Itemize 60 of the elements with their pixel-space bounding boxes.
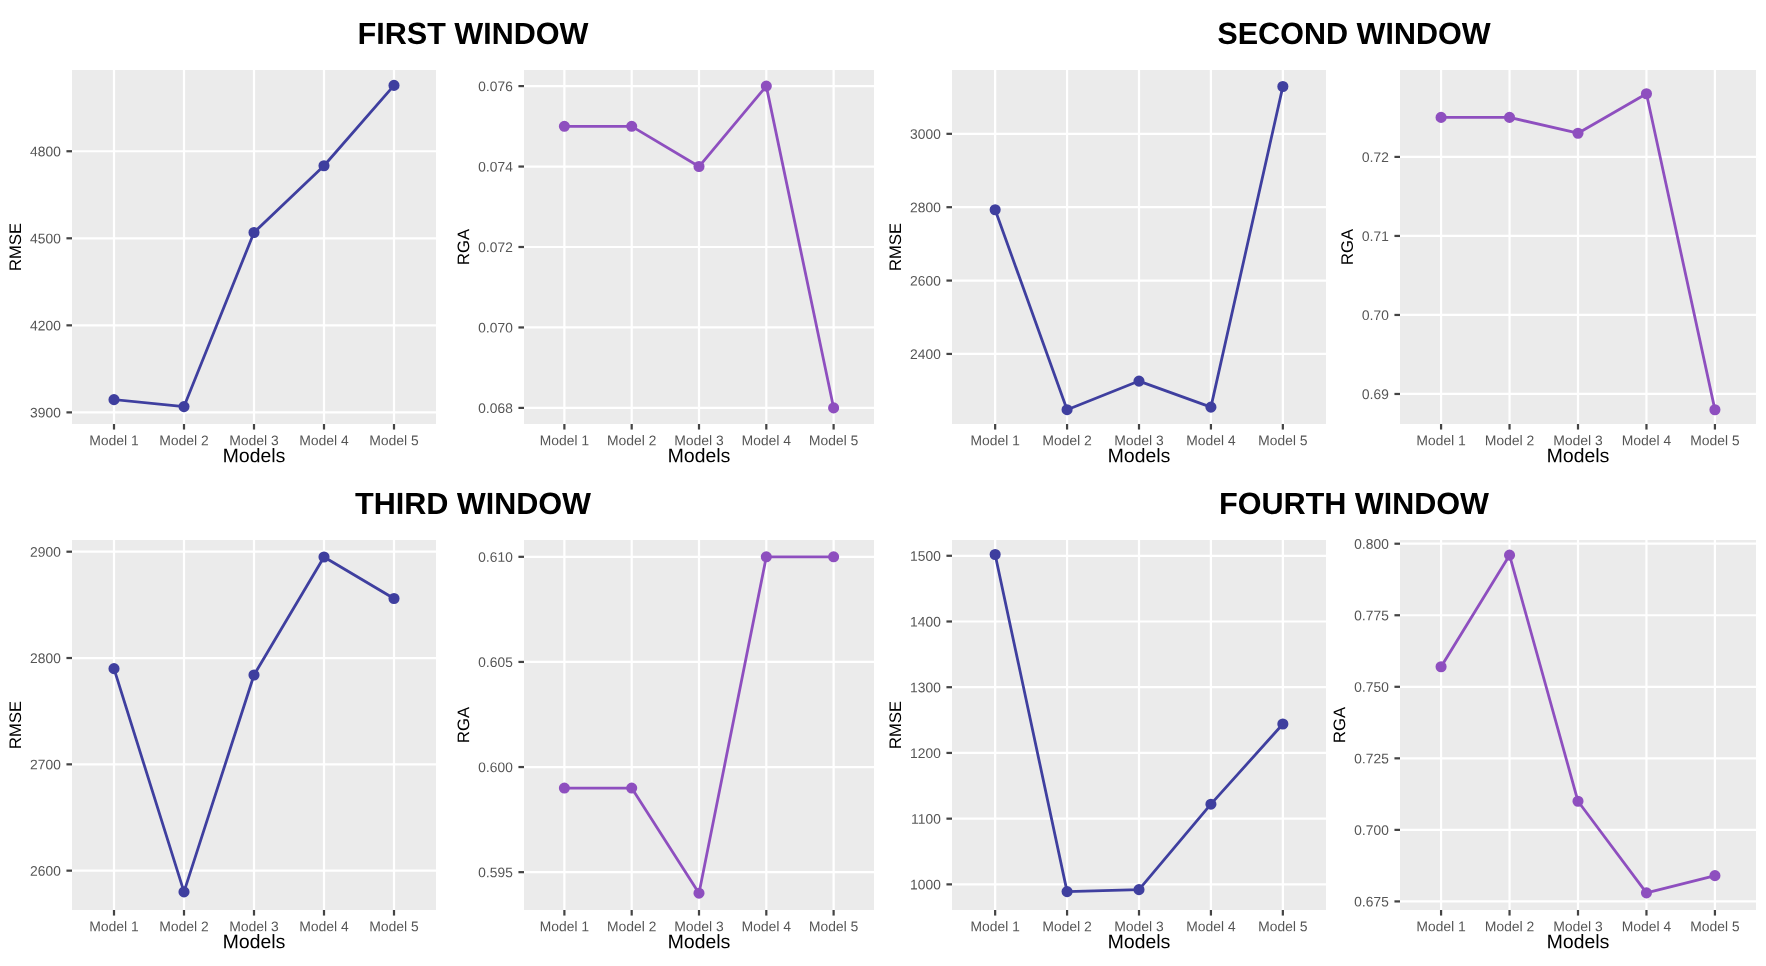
x-axis-title: Models	[1548, 934, 1609, 949]
point	[558, 120, 570, 132]
point	[1503, 111, 1516, 123]
point	[1709, 870, 1721, 882]
point	[1277, 718, 1289, 730]
x-axis-title: Models	[224, 448, 285, 463]
point	[828, 551, 840, 563]
point	[248, 669, 260, 681]
point	[1061, 886, 1073, 898]
point	[318, 551, 330, 563]
point	[388, 79, 400, 91]
point	[318, 160, 330, 172]
point	[1709, 404, 1721, 416]
point	[1205, 401, 1217, 413]
point	[558, 782, 570, 794]
point	[1435, 661, 1447, 673]
point	[1061, 404, 1073, 416]
point	[1572, 127, 1584, 139]
point	[626, 782, 638, 794]
y-axis-title: RGA	[457, 228, 470, 264]
point	[828, 402, 840, 414]
y-axis-title: RMSE	[889, 223, 902, 270]
point	[388, 592, 400, 605]
point	[178, 401, 190, 413]
x-axis-title: Models	[1109, 934, 1170, 949]
point	[1133, 884, 1145, 896]
x-axis-title: Models	[1548, 448, 1609, 463]
point	[693, 887, 705, 899]
point	[1572, 795, 1584, 807]
x-axis-title: Models	[669, 448, 730, 463]
x-axis-title: Models	[669, 934, 730, 949]
point	[760, 80, 772, 92]
point	[760, 551, 772, 563]
point	[1205, 798, 1217, 810]
point	[1640, 887, 1653, 899]
point	[178, 886, 190, 898]
y-axis-title: RMSE	[9, 223, 22, 270]
point	[1640, 88, 1653, 100]
point	[693, 160, 705, 173]
point	[1435, 111, 1447, 123]
y-axis-title: RGA	[457, 706, 470, 742]
x-axis-title: Models	[1109, 448, 1170, 463]
chart-title: FOURTH WINDOW	[1221, 492, 1489, 515]
point	[108, 394, 120, 406]
point	[248, 226, 260, 239]
point	[1503, 549, 1516, 561]
point	[626, 120, 638, 132]
point	[108, 663, 120, 675]
point	[989, 204, 1001, 216]
y-axis-title: RMSE	[889, 701, 902, 748]
y-axis-title: RGA	[1341, 228, 1354, 264]
chart-title: FIRST WINDOW	[359, 22, 589, 45]
chart-title: THIRD WINDOW	[355, 492, 591, 515]
point	[1133, 375, 1145, 387]
y-axis-title: RGA	[1333, 706, 1346, 742]
point	[989, 548, 1001, 561]
point	[1277, 80, 1289, 93]
x-axis-title: Models	[224, 934, 285, 949]
chart-title: SECOND WINDOW	[1218, 22, 1491, 45]
y-axis-title: RMSE	[9, 701, 22, 748]
